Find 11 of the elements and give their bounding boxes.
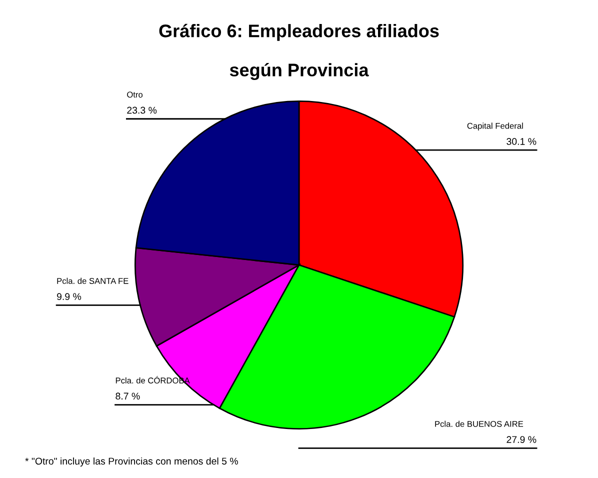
data-label: 8.7 %	[116, 392, 140, 400]
slice-label: Pcla. de BUENOS AIRE	[435, 420, 524, 427]
data-label: 9.9 %	[57, 293, 82, 300]
text: * "Otro" incluye las Provincias con menos del 5 %	[25, 457, 238, 467]
chart-title: Gráfico 6: Empleadores afiliados según Provincia	[159, 24, 439, 80]
data-label: 27.9 %	[506, 436, 536, 443]
data-label: 23.3 %	[127, 106, 157, 114]
slice-label: Pcla. de SANTA FE	[57, 278, 128, 284]
slice-label: Capital Federal	[467, 122, 523, 130]
slice-label: Otro	[127, 92, 143, 98]
data-label: 30.1 %	[506, 138, 536, 145]
